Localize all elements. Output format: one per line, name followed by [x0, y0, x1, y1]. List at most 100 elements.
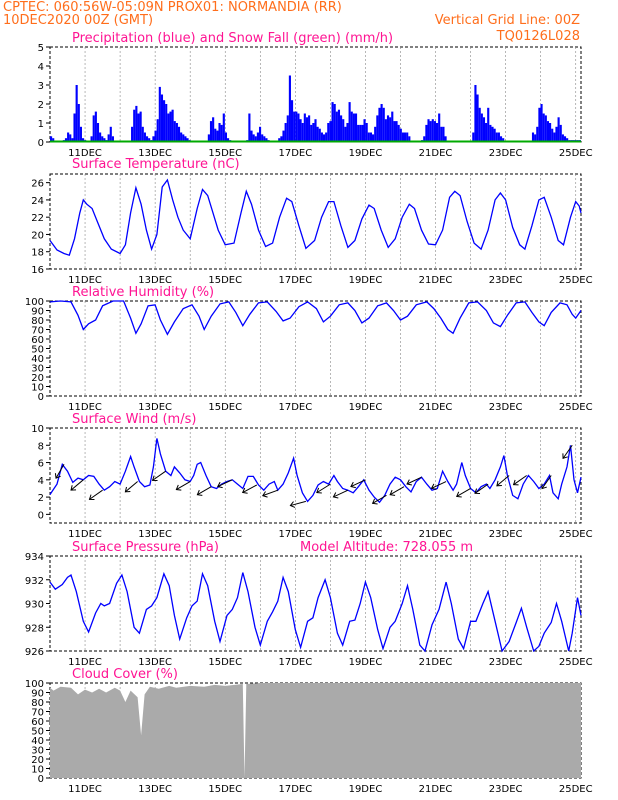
y-tick-label: 932 [25, 576, 44, 587]
precip-bar [282, 130, 285, 142]
wind-vector [70, 479, 84, 491]
precip-bar [182, 134, 185, 142]
x-tick-label: 23DEC [489, 148, 523, 159]
precip-bar [329, 121, 332, 142]
precip-bar [303, 113, 306, 142]
series-line [49, 300, 582, 336]
wind-vector-head [175, 484, 182, 491]
y-tick-label: 50 [31, 345, 44, 356]
x-tick-label: 11DEC [68, 148, 102, 159]
x-tick-label: 13DEC [138, 275, 172, 286]
panel-1-plot: 11DEC 13DEC 15DEC 17DEC 19DEC 21DEC 23DEC 25DEC… [31, 174, 593, 286]
series-line [49, 571, 582, 653]
x-tick-label: 19DEC [349, 275, 383, 286]
precip-bar [137, 113, 140, 142]
precip-bar [551, 128, 554, 142]
x-tick-label: 17DEC [278, 402, 312, 413]
y-tick-label: 70 [31, 326, 44, 337]
x-tick-label: 25DEC [559, 529, 593, 540]
precip-bar [363, 119, 366, 142]
precip-bar [131, 126, 134, 142]
precip-bar [284, 123, 287, 142]
precip-bar [438, 113, 441, 142]
wind-vector-head [289, 501, 296, 508]
y-tick-label: 934 [25, 552, 44, 563]
precip-bar [566, 138, 569, 142]
y-tick-label: 928 [25, 623, 44, 634]
precip-bar [557, 117, 560, 142]
precip-bar [171, 109, 174, 142]
precip-bar [218, 123, 221, 142]
precip-bar [180, 132, 183, 142]
panel-2-plot: 11DEC 13DEC 15DEC 17DEC 19DEC 21DEC 23DEC 25DEC… [25, 297, 593, 413]
wind-vector-head [430, 483, 437, 490]
pressure-frame [49, 555, 582, 652]
precip-bar [290, 100, 294, 142]
temperature-frame [49, 173, 582, 270]
precip-bar [64, 138, 68, 142]
precip-bar [378, 107, 381, 142]
precip-bar [109, 126, 112, 142]
precip-bar [169, 111, 172, 142]
precip-bar [227, 138, 230, 142]
precip-bar [354, 113, 358, 142]
precip-bar [67, 132, 70, 142]
y-tick-label: 16 [31, 265, 44, 276]
precip-bar [141, 126, 144, 142]
y-tick-label: 22 [31, 213, 44, 224]
wind-vector-head [406, 479, 413, 486]
precip-bar [77, 104, 80, 142]
humidity-frame [49, 300, 582, 397]
precip-bar [258, 126, 262, 142]
x-tick-label: 15DEC [208, 784, 242, 795]
precip-bar [152, 136, 155, 142]
wind-vector [389, 486, 405, 496]
precip-bar [139, 111, 142, 142]
precip-bar [544, 115, 547, 142]
precip-bar [367, 132, 370, 142]
precip-bar [209, 121, 213, 142]
precip-bar [314, 119, 317, 142]
precip-bar [401, 132, 404, 142]
wind-vector [316, 483, 331, 494]
wind-vector [176, 481, 191, 490]
precip-bar [397, 124, 400, 142]
wind-vector [406, 476, 422, 485]
precip-bar [312, 123, 315, 142]
precip-bar [301, 123, 304, 142]
panel-3-plot: 11DEC 13DEC 15DEC 17DEC 19DEC 21DEC 23DEC 25DEC… [31, 424, 592, 540]
precip-bar [167, 113, 170, 142]
wind-vector [562, 444, 573, 459]
wind-vector [217, 479, 233, 488]
y-tick-label: 60 [31, 717, 44, 728]
precip-bar [389, 117, 392, 142]
precip-bar [425, 124, 428, 142]
wind-vector [152, 470, 166, 481]
precip-bar [265, 138, 268, 142]
precip-bar [79, 126, 82, 142]
precip-bar [406, 132, 409, 142]
x-tick-label: 17DEC [278, 275, 312, 286]
precip-bar [280, 136, 283, 142]
precip-bar [427, 119, 430, 142]
x-tick-label: 17DEC [278, 784, 312, 795]
precip-bar [546, 121, 550, 142]
precip-bar [207, 134, 210, 142]
precip-bar [299, 119, 302, 142]
x-tick-label: 15DEC [208, 529, 242, 540]
precip-bar [288, 75, 291, 142]
y-tick-label: 100 [25, 297, 44, 308]
x-tick-label: 23DEC [489, 529, 523, 540]
precip-bar [316, 126, 319, 142]
wind-vector-head [562, 453, 568, 460]
precip-bar [357, 124, 360, 142]
precip-bar [408, 136, 411, 142]
x-tick-label: 25DEC [559, 657, 593, 668]
precip-bar [133, 109, 136, 142]
wind-title: Surface Wind (m/s) [72, 412, 196, 427]
wind-vector-head [512, 479, 519, 486]
precip-bar [489, 124, 492, 142]
precip-bar [435, 123, 439, 142]
precip-bar [337, 109, 341, 142]
wind-vector [262, 489, 278, 497]
